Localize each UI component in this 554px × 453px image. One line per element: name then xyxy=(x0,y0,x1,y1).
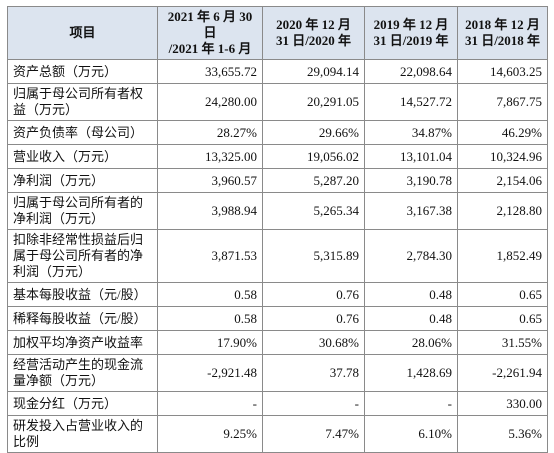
cell-value: 6.10% xyxy=(364,415,458,453)
cell-value: 9.25% xyxy=(157,415,263,453)
row-label: 现金分红（万元） xyxy=(7,391,158,416)
row-label: 净利润（万元） xyxy=(7,168,158,193)
cell-value: 5.36% xyxy=(457,415,548,453)
table-row: 资产负债率（母公司） 28.27% 29.66% 34.87% 46.29% xyxy=(7,120,548,145)
row-label: 资产总额（万元） xyxy=(7,59,158,84)
cell-value: -2,921.48 xyxy=(157,354,263,392)
header-line: 2018 年 12 月 xyxy=(465,17,540,32)
table-row: 现金分红（万元） - - -330.00 xyxy=(7,391,548,416)
cell-value: 14,527.72 xyxy=(364,83,458,121)
cell-value: 13,101.04 xyxy=(364,144,458,169)
cell-value: 19,056.02 xyxy=(262,144,365,169)
table-row: 归属于母公司所有者的净利润（万元） 3,988.94 5,265.34 3,167.3… xyxy=(7,192,548,230)
cell-value: 33,655.72 xyxy=(157,59,263,84)
table-row: 资产总额（万元） 33,655.72 29,094.14 22,098.64 14,60… xyxy=(7,59,548,84)
header-line: /2021 年 1-6 月 xyxy=(168,41,252,56)
cell-value: 31.55% xyxy=(457,330,548,355)
data-table: 项目 2021 年 6 月 30 日/2021 年 1-6 月 2020 年 12 … xyxy=(7,6,548,453)
cell-value: 2,784.30 xyxy=(364,229,458,283)
cell-value: 3,871.53 xyxy=(157,229,263,283)
table-row: 归属于母公司所有者权益（万元） 24,280.00 20,291.05 14,527.… xyxy=(7,83,548,121)
row-label: 扣除非经常性损益后归属于母公司所有者的净利润（万元） xyxy=(7,229,158,283)
header-row: 项目 2021 年 6 月 30 日/2021 年 1-6 月 2020 年 12 … xyxy=(7,6,548,60)
cell-value: 3,190.78 xyxy=(364,168,458,193)
cell-value: 24,280.00 xyxy=(157,83,263,121)
table-row: 经营活动产生的现金流量净额（万元） -2,921.48 37.78 1,428.69-… xyxy=(7,354,548,392)
table-row: 研发投入占营业收入的比例 9.25% 7.47% 6.10% 5.36% xyxy=(7,415,548,453)
row-label: 加权平均净资产收益率 xyxy=(7,330,158,355)
cell-value: 29,094.14 xyxy=(262,59,365,84)
row-label: 营业收入（万元） xyxy=(7,144,158,169)
row-label: 归属于母公司所有者权益（万元） xyxy=(7,83,158,121)
header-cell: 项目 xyxy=(7,6,158,60)
header-line: 项目 xyxy=(69,25,96,40)
cell-value: 0.48 xyxy=(364,306,458,331)
header-line: 2019 年 12 月 xyxy=(373,17,449,32)
cell-value: 5,265.34 xyxy=(262,192,365,230)
cell-value: 14,603.25 xyxy=(457,59,548,84)
table-row: 加权平均净资产收益率 17.90% 30.68% 28.06% 31.55% xyxy=(7,330,548,355)
cell-value: 34.87% xyxy=(364,120,458,145)
cell-value: 0.48 xyxy=(364,282,458,307)
cell-value: 0.58 xyxy=(157,306,263,331)
header-line: 31 日/2018 年 xyxy=(464,33,541,48)
header-cell: 2019 年 12 月 31 日/2019 年 xyxy=(364,6,458,60)
cell-value: - xyxy=(364,391,458,416)
row-label: 稀释每股收益（元/股） xyxy=(7,306,158,331)
cell-value: 28.06% xyxy=(364,330,458,355)
cell-value: 3,167.38 xyxy=(364,192,458,230)
cell-value: 1,852.49 xyxy=(457,229,548,283)
cell-value: - xyxy=(262,391,365,416)
header-cell: 2018 年 12 月 31 日/2018 年 xyxy=(457,6,548,60)
cell-value: 17.90% xyxy=(157,330,263,355)
cell-value: 10,324.96 xyxy=(457,144,548,169)
cell-value: 2,154.06 xyxy=(457,168,548,193)
row-label: 基本每股收益（元/股） xyxy=(7,282,158,307)
table-body: 资产总额（万元） 33,655.72 29,094.14 22,098.64 14,60… xyxy=(7,59,548,453)
header-line: 31 日/2019 年 xyxy=(373,33,449,48)
cell-value: 7.47% xyxy=(262,415,365,453)
table-row: 扣除非经常性损益后归属于母公司所有者的净利润（万元） 3,871.53 5,315.… xyxy=(7,229,548,283)
header-line: 2020 年 12 月 xyxy=(276,17,351,32)
cell-value: 46.29% xyxy=(457,120,548,145)
cell-value: 1,428.69 xyxy=(364,354,458,392)
row-label: 经营活动产生的现金流量净额（万元） xyxy=(7,354,158,392)
header-line: 31 日/2020 年 xyxy=(275,33,352,48)
cell-value: 20,291.05 xyxy=(262,83,365,121)
cell-value: - xyxy=(157,391,263,416)
header-line: 2021 年 6 月 30 日 xyxy=(167,9,253,40)
cell-value: 5,315.89 xyxy=(262,229,365,283)
header-cell: 2020 年 12 月 31 日/2020 年 xyxy=(262,6,365,60)
table-row: 稀释每股收益（元/股） 0.58 0.76 0.48 0.65 xyxy=(7,306,548,331)
cell-value: 28.27% xyxy=(157,120,263,145)
cell-value: 3,988.94 xyxy=(157,192,263,230)
cell-value: 0.65 xyxy=(457,282,548,307)
row-label: 研发投入占营业收入的比例 xyxy=(7,415,158,453)
cell-value: 22,098.64 xyxy=(364,59,458,84)
cell-value: 30.68% xyxy=(262,330,365,355)
cell-value: 7,867.75 xyxy=(457,83,548,121)
cell-value: -2,261.94 xyxy=(457,354,548,392)
cell-value: 0.65 xyxy=(457,306,548,331)
row-label: 归属于母公司所有者的净利润（万元） xyxy=(7,192,158,230)
cell-value: 3,960.57 xyxy=(157,168,263,193)
header-cell: 2021 年 6 月 30 日/2021 年 1-6 月 xyxy=(157,6,263,60)
cell-value: 0.58 xyxy=(157,282,263,307)
cell-value: 2,128.80 xyxy=(457,192,548,230)
table-row: 基本每股收益（元/股） 0.58 0.76 0.48 0.65 xyxy=(7,282,548,307)
cell-value: 29.66% xyxy=(262,120,365,145)
cell-value: 5,287.20 xyxy=(262,168,365,193)
cell-value: 13,325.00 xyxy=(157,144,263,169)
row-label: 资产负债率（母公司） xyxy=(7,120,158,145)
cell-value: 37.78 xyxy=(262,354,365,392)
table-row: 净利润（万元） 3,960.57 5,287.20 3,190.78 2,154.06 xyxy=(7,168,548,193)
cell-value: 0.76 xyxy=(262,306,365,331)
cell-value: 0.76 xyxy=(262,282,365,307)
table-row: 营业收入（万元） 13,325.00 19,056.02 13,101.04 10,32… xyxy=(7,144,548,169)
cell-value: 330.00 xyxy=(457,391,548,416)
